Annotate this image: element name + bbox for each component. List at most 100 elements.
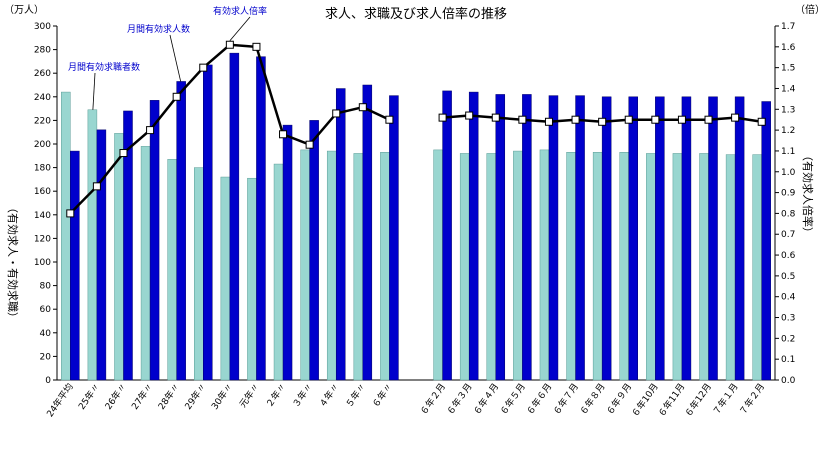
legend-callout: 月間有効求職者数 — [68, 61, 140, 73]
right-tick-label: 1.5 — [781, 64, 795, 74]
left-tick-label: 260 — [34, 69, 51, 79]
category-label: 25年〃 — [76, 381, 103, 412]
category-label: ６年12月 — [682, 381, 714, 419]
job-seekers-bar — [326, 150, 337, 381]
right-tick-label: 0.7 — [781, 230, 795, 240]
job-openings-bar — [734, 96, 745, 381]
job-openings-bar — [335, 88, 346, 381]
left-tick-label: 80 — [40, 282, 52, 292]
job-openings-bar — [442, 90, 452, 381]
job-seekers-bar — [619, 152, 629, 381]
job-seekers-bar — [513, 150, 523, 381]
left-unit-label: （万人） — [4, 4, 44, 16]
right-tick-label: 1.3 — [781, 105, 795, 115]
ratio-point — [199, 63, 208, 72]
right-tick-label: 0.9 — [781, 189, 796, 199]
right-unit-label: （倍） — [795, 3, 825, 16]
chart-title: 求人、求職及び求人倍率の推移 — [325, 6, 507, 22]
job-seekers-bar — [247, 177, 257, 381]
ratio-point — [624, 115, 633, 124]
category-label: ６年８月 — [577, 381, 607, 417]
job-seekers-bar — [87, 109, 98, 381]
ratio-point — [438, 113, 447, 122]
category-label: ６年９月 — [604, 381, 634, 417]
job-seekers-bar — [539, 149, 550, 381]
job-seekers-bar — [433, 149, 443, 381]
category-label: ４年〃 — [316, 381, 341, 410]
job-seekers-bar — [592, 152, 603, 381]
job-seekers-bar — [486, 153, 497, 381]
ratio-point — [66, 209, 75, 218]
category-label: ７年２月 — [737, 381, 767, 417]
ratio-point — [172, 92, 181, 101]
ratio-point — [279, 130, 288, 139]
ratio-point — [92, 182, 101, 191]
job-openings-bar — [203, 64, 213, 381]
ratio-point — [544, 117, 553, 126]
category-label: ６年６月 — [524, 381, 554, 417]
job-seekers-bar — [459, 153, 470, 381]
ratio-point — [704, 115, 713, 124]
job-seekers-bar — [61, 91, 71, 381]
left-tick-label: 0 — [45, 376, 51, 386]
category-label: ３年〃 — [290, 381, 315, 410]
right-tick-label: 1.2 — [781, 126, 795, 136]
left-tick-label: 100 — [34, 258, 51, 268]
job-openings-bar — [362, 84, 373, 381]
category-label: ６年５月 — [497, 381, 527, 417]
ratio-point — [677, 115, 686, 124]
right-tick-label: 0.3 — [781, 314, 795, 324]
job-openings-bar — [522, 94, 532, 381]
left-tick-label: 120 — [34, 234, 51, 244]
job-seekers-bar — [646, 153, 656, 381]
left-tick-label: 200 — [34, 140, 51, 150]
job-openings-bar — [176, 81, 186, 381]
job-seekers-bar — [353, 153, 364, 381]
job-openings-bar — [70, 150, 80, 381]
job-openings-bar — [681, 96, 692, 381]
job-seekers-bar — [114, 133, 124, 381]
right-tick-label: 0.1 — [781, 355, 795, 365]
job-seekers-bar — [194, 167, 204, 381]
plot-area: 0 20 40 60 80 100 120 140 160 180 200 220 240 260 280 3… — [34, 5, 796, 419]
job-openings-bar — [655, 96, 665, 381]
ratio-point — [651, 115, 660, 124]
job-seekers-bar — [380, 152, 390, 381]
callout-leader — [229, 16, 251, 41]
ratio-point — [225, 40, 234, 49]
job-seekers-bar — [273, 163, 284, 381]
left-tick-label: 220 — [34, 116, 51, 126]
right-tick-label: 1.7 — [781, 22, 795, 32]
callout-leader — [92, 72, 96, 110]
callout-leader — [169, 34, 182, 82]
category-label: ６年７月 — [551, 381, 581, 417]
left-tick-label: 60 — [40, 305, 52, 315]
left-tick-label: 40 — [40, 329, 52, 339]
job-openings-bar — [628, 96, 638, 381]
left-tick-label: 140 — [34, 211, 51, 221]
job-seekers-bar — [566, 152, 576, 381]
category-label: ６年〃 — [370, 381, 395, 410]
category-label: 29年〃 — [182, 381, 209, 412]
category-label: ２年〃 — [263, 381, 288, 410]
left-tick-label: 300 — [34, 22, 51, 32]
category-label: ５年〃 — [343, 381, 368, 410]
ratio-point — [146, 126, 155, 135]
right-tick-label: 1.0 — [781, 168, 796, 178]
ratio-point — [731, 113, 740, 122]
job-seekers-bar — [167, 159, 177, 381]
job-openings-bar — [309, 120, 319, 381]
category-label: 27年〃 — [129, 381, 156, 412]
ratio-point — [598, 117, 607, 126]
ratio-point — [332, 109, 341, 118]
category-label: 24年平均 — [44, 381, 76, 419]
job-openings-bar — [123, 110, 133, 381]
ratio-point — [252, 42, 261, 51]
job-openings-bar — [256, 56, 266, 381]
left-tick-label: 180 — [34, 164, 51, 174]
category-label: ６年３月 — [444, 381, 474, 417]
ratio-point — [571, 115, 580, 124]
job-openings-bar — [149, 100, 160, 381]
job-openings-bar — [708, 96, 718, 381]
